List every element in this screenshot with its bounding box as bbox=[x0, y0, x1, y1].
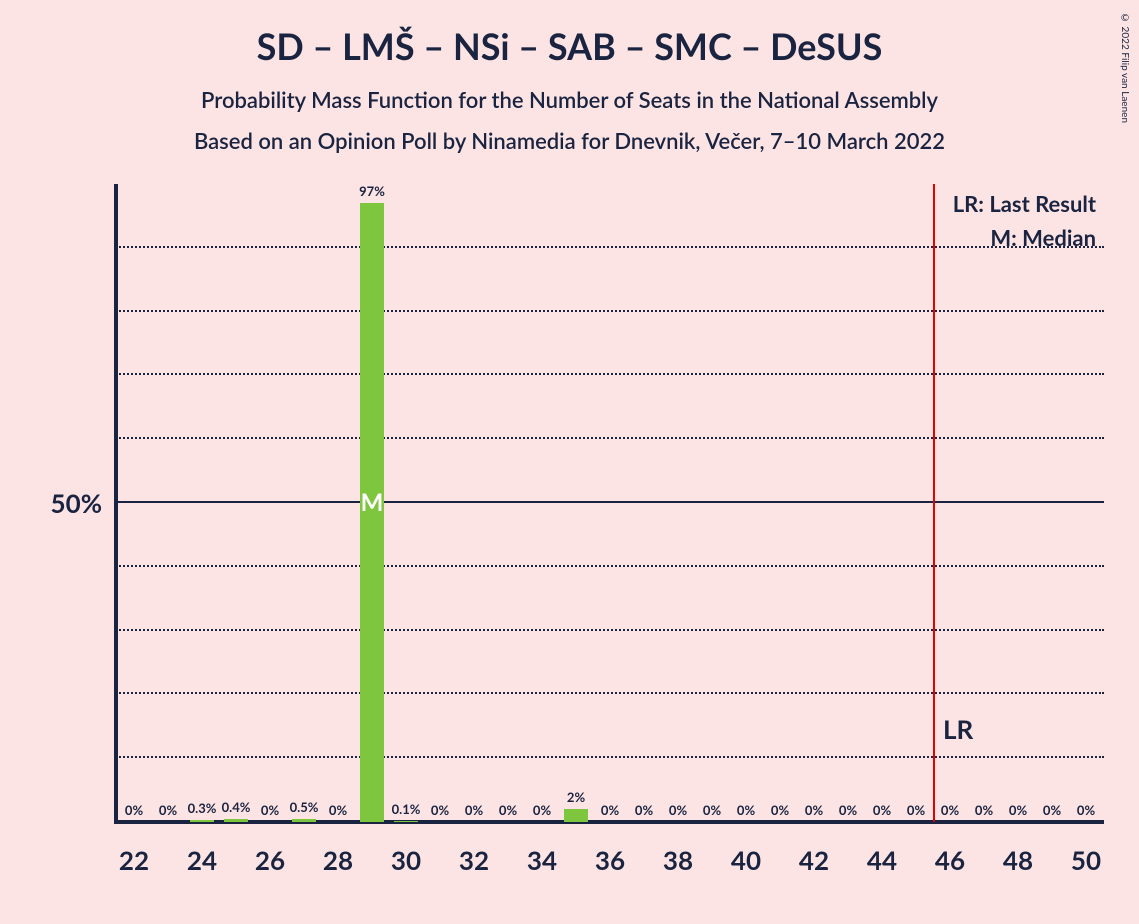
grid-line bbox=[116, 310, 1104, 312]
bar-value-label: 0% bbox=[839, 802, 857, 818]
bar-value-label: 0% bbox=[635, 802, 653, 818]
grid-line bbox=[116, 756, 1104, 758]
bar-value-label: 97% bbox=[359, 183, 385, 199]
legend-lr: LR: Last Result bbox=[953, 190, 1096, 217]
bar-value-label: 0% bbox=[669, 802, 687, 818]
bar-value-label: 0% bbox=[1077, 802, 1095, 818]
x-tick-label: 48 bbox=[1003, 844, 1033, 876]
x-tick-label: 50 bbox=[1071, 844, 1101, 876]
lr-line bbox=[933, 184, 935, 822]
bar: 0.1% bbox=[394, 821, 418, 822]
grid-line bbox=[116, 246, 1104, 248]
bar-value-label: 0% bbox=[601, 802, 619, 818]
bar: 97%M bbox=[360, 203, 384, 822]
bar-value-label: 2% bbox=[567, 789, 585, 805]
y-axis-label-50: 50% bbox=[51, 487, 102, 519]
bar-value-label: 0% bbox=[329, 802, 347, 818]
x-tick-label: 28 bbox=[323, 844, 353, 876]
bar: 0.5% bbox=[292, 819, 316, 822]
bar-value-label: 0% bbox=[159, 802, 177, 818]
bar-value-label: 0% bbox=[431, 802, 449, 818]
x-tick-label: 42 bbox=[799, 844, 829, 876]
x-tick-label: 32 bbox=[459, 844, 489, 876]
bar-value-label: 0.5% bbox=[290, 799, 319, 815]
bar-value-label: 0% bbox=[737, 802, 755, 818]
bar: 2% bbox=[564, 809, 588, 822]
bar-value-label: 0.1% bbox=[392, 801, 421, 817]
legend-median: M: Median bbox=[990, 224, 1096, 251]
bar-value-label: 0% bbox=[125, 802, 143, 818]
bar-value-label: 0% bbox=[499, 802, 517, 818]
x-tick-label: 36 bbox=[595, 844, 625, 876]
x-tick-label: 26 bbox=[255, 844, 285, 876]
bar-value-label: 0% bbox=[941, 802, 959, 818]
bar-value-label: 0% bbox=[703, 802, 721, 818]
grid-line bbox=[116, 565, 1104, 567]
median-mark: M bbox=[361, 488, 384, 517]
chart-subtitle-2: Based on an Opinion Poll by Ninamedia fo… bbox=[0, 127, 1139, 154]
bar-value-label: 0% bbox=[873, 802, 891, 818]
grid-line bbox=[116, 437, 1104, 439]
bar-value-label: 0% bbox=[907, 802, 925, 818]
chart-container: SD – LMŠ – NSi – SAB – SMC – DeSUS Proba… bbox=[0, 0, 1139, 924]
x-tick-label: 38 bbox=[663, 844, 693, 876]
bar-value-label: 0.3% bbox=[188, 800, 217, 816]
chart-title: SD – LMŠ – NSi – SAB – SMC – DeSUS bbox=[0, 24, 1139, 68]
plot-area: 50% LR LR: Last Result M: Median 0%0%0.3… bbox=[116, 184, 1104, 822]
x-tick-label: 24 bbox=[187, 844, 217, 876]
x-tick-label: 30 bbox=[391, 844, 421, 876]
bar-value-label: 0% bbox=[533, 802, 551, 818]
grid-line bbox=[116, 373, 1104, 375]
bar-value-label: 0% bbox=[1009, 802, 1027, 818]
lr-label: LR bbox=[943, 713, 973, 745]
y-axis-line bbox=[114, 184, 118, 824]
grid-line bbox=[116, 501, 1104, 503]
bar: 0.4% bbox=[224, 819, 248, 822]
grid-line bbox=[116, 629, 1104, 631]
grid-line bbox=[116, 692, 1104, 694]
bar-value-label: 0% bbox=[1043, 802, 1061, 818]
copyright-text: © 2022 Filip van Laenen bbox=[1119, 12, 1131, 123]
x-tick-label: 34 bbox=[527, 844, 557, 876]
bar-value-label: 0% bbox=[805, 802, 823, 818]
bar-value-label: 0.4% bbox=[222, 799, 251, 815]
bar-value-label: 0% bbox=[771, 802, 789, 818]
x-tick-label: 22 bbox=[119, 844, 149, 876]
bar-value-label: 0% bbox=[261, 802, 279, 818]
bar-value-label: 0% bbox=[465, 802, 483, 818]
x-tick-label: 46 bbox=[935, 844, 965, 876]
x-tick-label: 44 bbox=[867, 844, 897, 876]
chart-subtitle-1: Probability Mass Function for the Number… bbox=[0, 86, 1139, 113]
x-axis-line bbox=[114, 820, 1104, 824]
bar: 0.3% bbox=[190, 820, 214, 822]
bar-value-label: 0% bbox=[975, 802, 993, 818]
x-tick-label: 40 bbox=[731, 844, 761, 876]
